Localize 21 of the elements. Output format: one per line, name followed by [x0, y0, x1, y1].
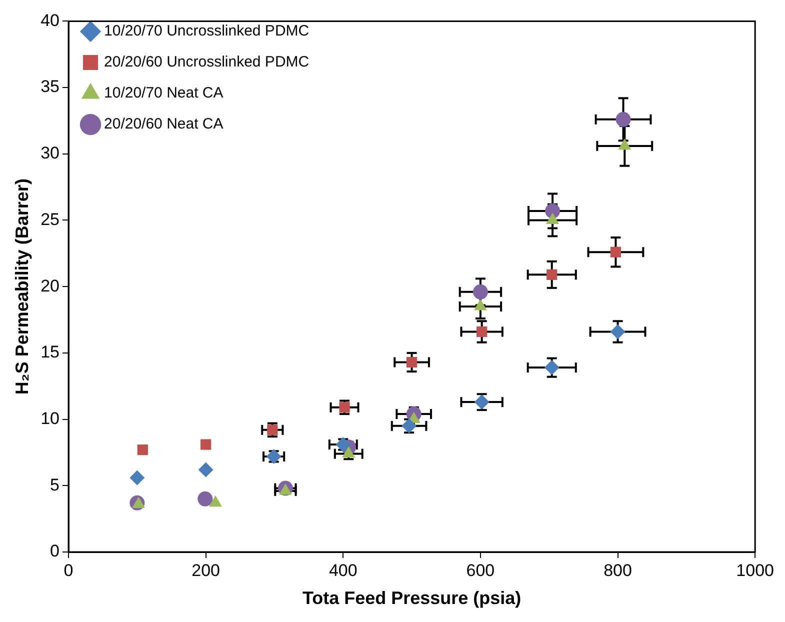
- legend-label: 20/20/60 Uncrosslinked PDMC: [104, 54, 310, 71]
- x-tick-label: 0: [64, 560, 74, 580]
- y-tick-label: 15: [40, 342, 60, 362]
- y-tick-label: 10: [40, 408, 60, 428]
- y-tick-label: 0: [50, 542, 60, 561]
- y-tick-label: 25: [40, 210, 60, 229]
- y-tick-label: 30: [40, 144, 60, 163]
- legend-label: 10/20/70 Uncrosslinked PDMC: [104, 22, 310, 40]
- y-tick-label: 5: [50, 475, 60, 494]
- x-tick-label: 1000: [736, 560, 774, 580]
- x-tick-label: 600: [466, 560, 495, 580]
- x-tick-label: 800: [604, 560, 632, 580]
- legend-label: 20/20/60 Neat CA: [104, 116, 224, 133]
- y-tick-label: 20: [40, 276, 60, 296]
- x-axis-title: Tota Feed Pressure (psia): [302, 588, 522, 608]
- legend-label: 10/20/70 Neat CA: [104, 84, 224, 102]
- x-tick-label: 400: [328, 560, 358, 580]
- x-tick-label: 200: [192, 560, 220, 580]
- y-tick-label: 35: [40, 77, 60, 96]
- y-axis-title: H₂S Permeability (Barrer): [12, 178, 32, 395]
- y-tick-label: 40: [40, 10, 60, 30]
